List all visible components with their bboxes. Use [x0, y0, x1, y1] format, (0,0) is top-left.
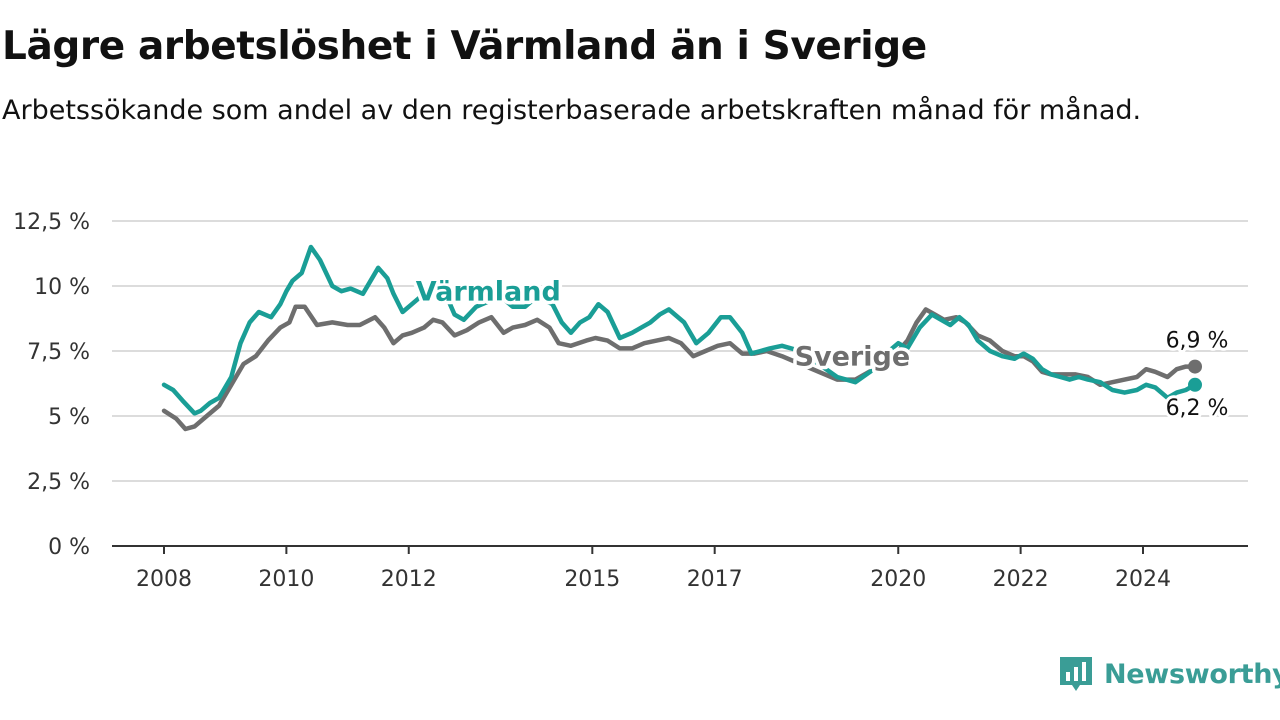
chart-labels: Värmland Sverige 6,9 % 6,2 %	[412, 273, 1231, 424]
page-subtitle: Arbetssökande som andel av den registerb…	[2, 95, 1142, 126]
x-tick-label: 2008	[136, 567, 192, 592]
series-end-point	[1188, 377, 1203, 392]
y-tick-label: 0 %	[48, 535, 90, 560]
series-label: Värmland	[416, 276, 561, 307]
end-value-label: 6,2 %	[1166, 396, 1229, 421]
y-tick-label: 12,5 %	[13, 210, 90, 235]
x-tick-label: 2022	[993, 567, 1049, 592]
chart-series	[161, 244, 1203, 432]
series-end-point	[1188, 359, 1203, 374]
newsworthy-logo-icon	[1060, 657, 1092, 691]
y-tick-label: 7,5 %	[27, 340, 90, 365]
x-tick-label: 2012	[381, 567, 437, 592]
y-tick-label: 2,5 %	[27, 470, 90, 495]
x-tick-label: 2024	[1115, 567, 1171, 592]
chart-gridlines	[112, 220, 1248, 482]
x-tick-label: 2017	[687, 567, 743, 592]
brand-name: Newsworthy	[1104, 658, 1280, 690]
x-tick-label: 2015	[564, 567, 620, 592]
y-tick-label: 5 %	[48, 405, 90, 430]
page-title: Lägre arbetslöshet i Värmland än i Sveri…	[2, 24, 927, 69]
series-line-varmland	[161, 244, 1198, 416]
series-label: Sverige	[795, 341, 911, 372]
x-tick-label: 2020	[870, 567, 926, 592]
end-value-label: 6,9 %	[1166, 329, 1229, 354]
y-tick-label: 10 %	[34, 275, 90, 300]
brand-logo: Newsworthy	[1058, 654, 1280, 694]
chart-axes: 0 % 2,5 % 5 % 7,5 % 10 % 12,5 % 2008 2010 2012 20…	[13, 210, 1248, 592]
x-tick-label: 2010	[258, 567, 314, 592]
